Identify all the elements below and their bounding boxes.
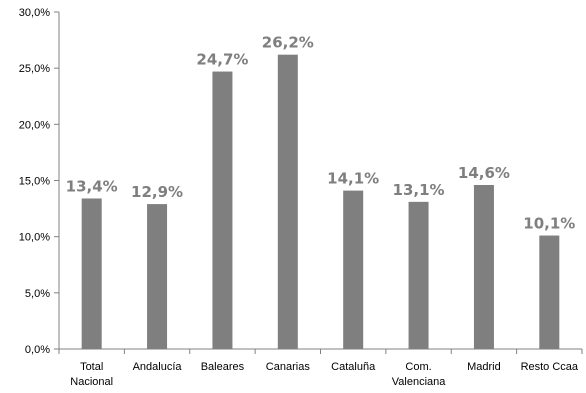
bar [277,54,298,349]
data-label: 12,9% [131,183,183,201]
bars [81,54,560,349]
y-tick-label: 5,0% [25,288,50,300]
data-label: 13,1% [393,181,445,199]
data-label: 10,1% [523,215,575,233]
y-tick-label: 0,0% [25,344,50,356]
x-tick-label: Resto Ccaa [521,361,579,373]
x-tick-label: Canarias [266,361,311,373]
x-tick-labels: Total Nacional Andalucía Baleares Canarias Ca… [70,361,579,388]
x-tick-label: Cataluña [331,361,376,373]
x-tick-label: Andalucía [133,361,183,373]
y-tick-label: 10,0% [19,232,50,244]
data-label: 13,4% [66,177,118,195]
x-tick-label: Com. Valenciana [392,361,446,388]
bar [147,204,168,349]
bar [343,190,364,349]
x-tick-label: Madrid [467,361,501,373]
y-tick-label: 20,0% [19,119,50,131]
x-tick-label: Baleares [201,361,245,373]
data-label: 14,1% [327,170,379,188]
y-tick-label: 30,0% [19,7,50,19]
x-tick-label: Total Nacional [70,361,113,388]
data-label: 26,2% [262,34,314,52]
data-labels: 13,4% 12,9% 24,7% 26,2% 14,1% 13,1% 14,6% 10,1% [66,34,576,233]
y-tick-label: 25,0% [19,63,50,75]
data-label: 24,7% [196,51,248,69]
y-tick-label: 15,0% [19,176,50,188]
bar [212,71,233,349]
axes [54,11,583,354]
bar [473,184,494,349]
bar [408,201,429,349]
bar [81,198,102,349]
y-tick-labels: 0,0% 5,0% 10,0% 15,0% 20,0% 25,0% 30,0% [19,7,50,356]
data-label: 14,6% [458,164,510,182]
bar [539,235,560,349]
